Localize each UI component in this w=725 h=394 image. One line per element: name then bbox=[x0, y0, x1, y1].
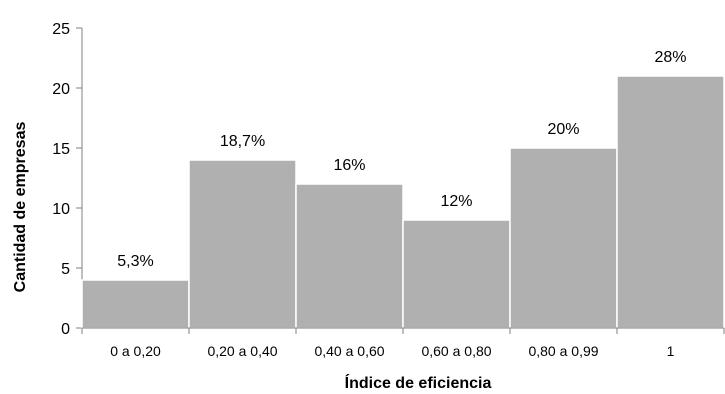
y-tick-label: 5 bbox=[61, 261, 70, 278]
y-tick-label: 10 bbox=[52, 201, 70, 218]
bars bbox=[81, 75, 725, 329]
x-tick-label: 0,80 a 0,99 bbox=[528, 343, 598, 359]
data-label: 5,3% bbox=[117, 253, 153, 270]
y-axis: 0 5 10 15 20 25 bbox=[52, 21, 83, 338]
x-axis: 0 a 0,20 0,20 a 0,40 0,40 a 0,60 0,60 a 0,8… bbox=[81, 327, 725, 359]
data-label: 28% bbox=[654, 49, 686, 66]
data-label: 16% bbox=[333, 157, 365, 174]
x-axis-title: Índice de eficiencia bbox=[345, 373, 492, 392]
data-label: 12% bbox=[440, 193, 472, 210]
data-labels: 5,3% 18,7% 16% 12% 20% 28% bbox=[117, 49, 686, 270]
y-tick-label: 15 bbox=[52, 141, 70, 158]
x-tick-label: 0,20 a 0,40 bbox=[207, 343, 277, 359]
bar bbox=[188, 159, 297, 329]
y-tick-label: 25 bbox=[52, 21, 70, 38]
bar bbox=[402, 219, 511, 329]
x-tick-label: 1 bbox=[667, 343, 675, 359]
bar bbox=[509, 147, 618, 329]
x-tick-label: 0 a 0,20 bbox=[110, 343, 161, 359]
y-tick-label: 0 bbox=[61, 321, 70, 338]
data-label: 18,7% bbox=[220, 133, 265, 150]
bar bbox=[295, 183, 404, 329]
bar bbox=[81, 279, 190, 329]
bar bbox=[616, 75, 725, 329]
x-tick-label: 0,40 a 0,60 bbox=[314, 343, 384, 359]
data-label: 20% bbox=[547, 121, 579, 138]
y-axis-title: Cantidad de empresas bbox=[12, 122, 29, 293]
y-tick-label: 20 bbox=[52, 81, 70, 98]
x-tick-label: 0,60 a 0,80 bbox=[421, 343, 491, 359]
